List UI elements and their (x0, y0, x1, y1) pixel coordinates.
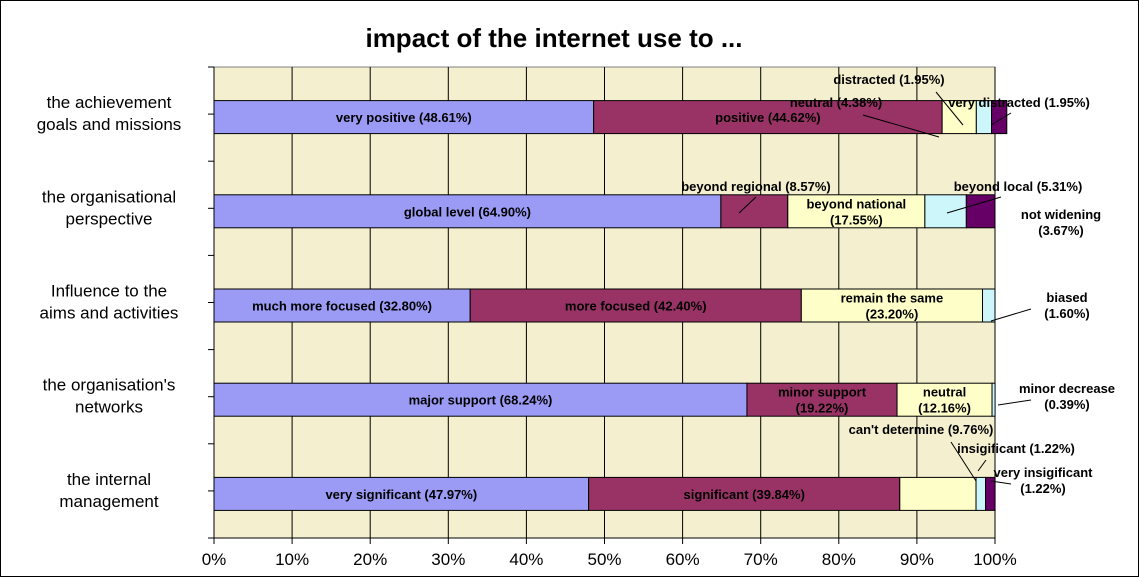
bar-segment (985, 476, 996, 511)
data-label: significant (39.84%) (684, 487, 805, 502)
chart-title: impact of the internet use to ... (365, 23, 742, 53)
data-label: very insigificant (1.22%) (994, 465, 1094, 496)
bar-segment (975, 476, 987, 511)
x-tick-label: 100% (973, 550, 1016, 569)
bar-segment (924, 194, 967, 229)
data-label: neutral (12.16%) (918, 385, 971, 416)
leader-line (935, 91, 964, 126)
leader-line (950, 441, 977, 482)
bar-segment (899, 476, 977, 511)
data-label: very distracted (1.95%) (948, 95, 1090, 110)
x-tick-label: 10% (275, 550, 309, 569)
bar-segment (991, 100, 1008, 135)
x-tick-label: 30% (431, 550, 465, 569)
x-tick-label: 60% (666, 550, 700, 569)
data-label: more focused (42.40%) (565, 299, 707, 314)
data-label: beyond regional (8.57%) (681, 179, 831, 194)
data-labels: very positive (48.61%) positive (44.62%)n… (252, 72, 1115, 502)
bar-segment (746, 382, 898, 417)
leader-line (738, 196, 757, 214)
leader-line (990, 308, 1032, 322)
x-tick-label: 20% (353, 550, 387, 569)
data-label: beyond local (5.31%) (954, 179, 1083, 194)
bar-segment (991, 382, 996, 417)
y-category-label: the achievement goals and missions (37, 93, 182, 134)
data-label: minor decrease (0.39%) (1019, 381, 1115, 412)
leader-line (997, 399, 1032, 406)
x-tick-label: 0% (202, 550, 227, 569)
data-label: major support (68.24%) (409, 393, 553, 408)
bar-segment (720, 194, 789, 229)
axes: 0% 10% 20% 30% 40% 50% 60% 70% 80% 90% 100% the ach… (37, 66, 1017, 569)
bar-segment (213, 476, 590, 511)
data-label: remain the same (23.20%) (841, 291, 944, 322)
bar-segment (213, 288, 471, 323)
data-label: beyond national (17.55%) (806, 196, 906, 227)
data-label: global level (64.90%) (404, 204, 531, 219)
bar-segment (787, 194, 926, 229)
x-tick-label: 70% (744, 550, 778, 569)
data-label: positive (44.62%) (715, 110, 821, 125)
bar-segment (588, 476, 901, 511)
leader-line (946, 196, 1002, 214)
bar-segment (213, 382, 748, 417)
x-tick-label: 90% (900, 550, 934, 569)
data-label: very positive (48.61%) (336, 110, 472, 125)
data-label: neutral (4.38%) (790, 95, 882, 110)
y-category-label: Influence to the aims and activities (40, 282, 179, 323)
bar-segment (213, 100, 595, 135)
bar-segment (982, 288, 996, 323)
leader-line (990, 480, 1012, 485)
data-label: can't determine (9.76%) (849, 422, 994, 437)
x-tick-label: 80% (822, 550, 856, 569)
data-label: minor support (19.22%) (778, 385, 867, 416)
bars (213, 100, 1008, 511)
data-label: much more focused (32.80%) (252, 299, 432, 314)
y-category-label: the organisational perspective (42, 187, 176, 228)
x-tick-label: 40% (509, 550, 543, 569)
data-label: insigificant (1.22%) (957, 441, 1075, 456)
leader-line (977, 459, 987, 472)
y-category-label: the internal management (59, 470, 159, 511)
data-label: not widening (3.67%) (1021, 207, 1101, 238)
data-label: very significant (47.97%) (325, 487, 477, 502)
data-label: distracted (1.95%) (833, 72, 944, 87)
leader-line (990, 112, 1012, 126)
leader-lines (738, 91, 1032, 485)
x-tick-label: 50% (587, 550, 621, 569)
y-category-label: the organisation's networks (43, 376, 176, 417)
leader-line (862, 114, 940, 138)
bar-segment (469, 288, 802, 323)
data-label: biased (1.60%) (1044, 290, 1090, 321)
